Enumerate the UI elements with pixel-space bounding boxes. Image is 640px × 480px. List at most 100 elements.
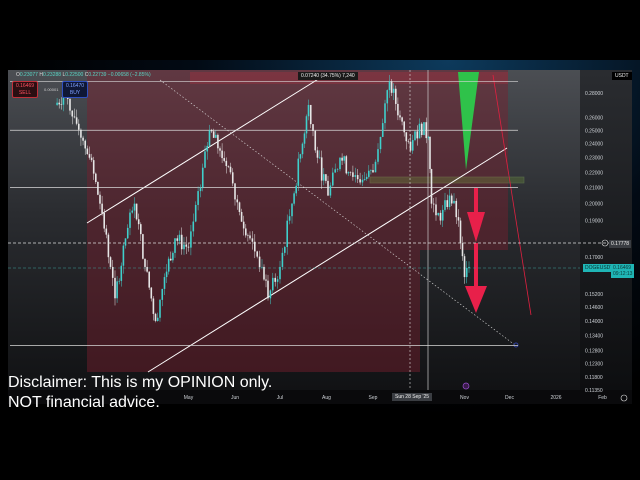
candle-body bbox=[204, 151, 206, 168]
candle-body bbox=[258, 256, 261, 268]
down-arrow-icon bbox=[465, 243, 487, 313]
candle-body bbox=[446, 200, 449, 208]
x-tick-label: Jun bbox=[231, 395, 239, 401]
events-icon[interactable] bbox=[462, 382, 470, 390]
candle-body bbox=[403, 121, 405, 133]
candle-body bbox=[62, 96, 65, 105]
price-axis[interactable] bbox=[580, 70, 632, 390]
candle-body bbox=[414, 131, 416, 141]
candle-body bbox=[320, 157, 323, 181]
measure-label: 0.07240 (34.75%) 7,240 bbox=[298, 72, 358, 80]
candle-body bbox=[58, 102, 60, 105]
y-tick-label: 0.26000 bbox=[585, 115, 603, 121]
candle-body bbox=[411, 140, 414, 151]
buy-button[interactable]: 0.16470 BUY bbox=[62, 81, 88, 98]
candle-body bbox=[274, 277, 276, 282]
candle-body bbox=[247, 235, 249, 236]
candle-body bbox=[303, 133, 306, 144]
y-tick-label: 0.22000 bbox=[585, 170, 603, 176]
candle-body bbox=[210, 130, 213, 132]
candle-body bbox=[461, 243, 464, 257]
candle-body bbox=[126, 227, 129, 239]
y-tick-labels: 0.28000 0.26000 0.25000 0.24000 0.23000 0.220… bbox=[585, 91, 603, 394]
candle-body bbox=[336, 169, 339, 170]
candle-body bbox=[178, 234, 181, 241]
y-tick-label: 0.14000 bbox=[585, 319, 603, 325]
candle-body bbox=[140, 224, 142, 235]
channel-lower-line bbox=[147, 147, 508, 373]
y-tick-label: 0.28000 bbox=[585, 91, 603, 97]
candle-body bbox=[305, 116, 308, 134]
chart-panel[interactable] bbox=[8, 70, 580, 390]
crosshair-date-label: Sun 28 Sep '25 bbox=[392, 393, 433, 401]
candle-body bbox=[327, 180, 329, 196]
candle-body bbox=[69, 98, 71, 111]
candle-body bbox=[107, 234, 110, 258]
candle-body bbox=[334, 169, 336, 173]
candle-body bbox=[60, 104, 63, 105]
candle-body bbox=[356, 175, 359, 180]
candle-body bbox=[295, 185, 297, 194]
y-tick-label: 0.14600 bbox=[585, 305, 603, 311]
candle-body bbox=[56, 102, 58, 105]
sell-button[interactable]: 0.16469 SELL bbox=[12, 81, 38, 98]
candle-body bbox=[407, 141, 410, 142]
candle-body bbox=[135, 203, 138, 220]
time-axis[interactable] bbox=[8, 390, 632, 404]
candle-body bbox=[88, 154, 91, 158]
candle-body bbox=[459, 220, 462, 244]
y-tick-label: 0.12300 bbox=[585, 362, 603, 368]
candle-body bbox=[187, 246, 190, 248]
candles bbox=[56, 74, 470, 323]
candle-body bbox=[405, 132, 408, 142]
candle-body bbox=[254, 241, 256, 252]
candle-body bbox=[92, 160, 95, 174]
candle-body bbox=[439, 212, 442, 221]
candle-body bbox=[190, 231, 192, 248]
candle-body bbox=[120, 265, 123, 281]
candle-body bbox=[267, 280, 269, 299]
candle-body bbox=[381, 123, 384, 137]
candle-body bbox=[84, 140, 87, 149]
candle-body bbox=[316, 150, 319, 158]
candle-body bbox=[263, 266, 265, 280]
candle-body bbox=[455, 200, 458, 218]
candle-body bbox=[370, 170, 372, 171]
candle-body bbox=[401, 117, 403, 122]
candle-body bbox=[420, 123, 423, 136]
x-tick-label: Aug bbox=[322, 395, 331, 401]
candle-body bbox=[86, 148, 89, 155]
candle-body bbox=[180, 234, 183, 250]
x-tick-label: Jul bbox=[277, 395, 283, 401]
candle-body bbox=[163, 277, 166, 289]
disclaimer-line-2: NOT financial advice. bbox=[8, 394, 160, 411]
candle-body bbox=[430, 169, 433, 204]
candle-body bbox=[97, 181, 99, 195]
candle-body bbox=[77, 123, 80, 130]
currency-selector[interactable]: USDT bbox=[612, 72, 632, 80]
candle-body bbox=[242, 221, 245, 229]
trend-line-handle[interactable] bbox=[513, 342, 519, 348]
candle-body bbox=[388, 81, 391, 91]
candle-body bbox=[318, 157, 321, 159]
candle-body bbox=[172, 252, 174, 261]
candle-body bbox=[368, 170, 370, 177]
candle-body bbox=[314, 130, 317, 151]
candle-body bbox=[165, 271, 168, 278]
candle-body bbox=[297, 158, 300, 186]
candle-body bbox=[450, 195, 453, 204]
settings-icon[interactable] bbox=[620, 394, 628, 402]
candle-body bbox=[363, 179, 366, 180]
candle-body bbox=[286, 220, 288, 248]
add-alert-icon[interactable] bbox=[601, 239, 609, 247]
candle-body bbox=[323, 174, 325, 181]
candle-body bbox=[377, 149, 379, 162]
candle-body bbox=[423, 122, 425, 136]
candle-body bbox=[197, 191, 199, 205]
candle-body bbox=[223, 158, 225, 161]
candle-body bbox=[352, 172, 354, 177]
spread-value: 0.00001 bbox=[44, 87, 59, 92]
candle-body bbox=[465, 267, 468, 278]
y-tick-label: 0.11350 bbox=[585, 388, 603, 394]
